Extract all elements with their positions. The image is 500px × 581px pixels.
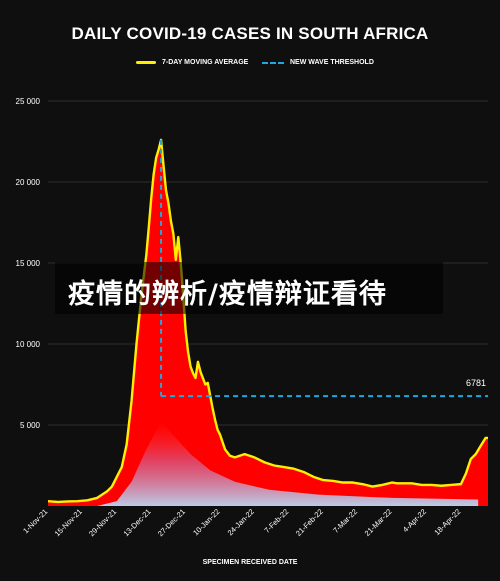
y-tick-label: 20 000	[16, 178, 41, 187]
x-tick-label: 10-Jan-22	[191, 507, 221, 537]
x-tick-label: 7-Mar-22	[331, 507, 359, 535]
overlay-banner	[55, 262, 443, 314]
area-glow	[97, 421, 479, 506]
x-tick-label: 18-Apr-22	[432, 507, 462, 537]
y-tick-label: 25 000	[16, 97, 41, 106]
y-tick-label: 15 000	[16, 259, 41, 268]
legend-item-moving-average: 7-DAY MOVING AVERAGE	[136, 59, 248, 66]
x-tick-label: 21-Feb-22	[294, 507, 325, 538]
x-tick-label: 29-Nov-21	[87, 507, 118, 538]
x-tick-label: 4-Apr-22	[401, 507, 428, 534]
x-tick-label: 13-Dec-21	[122, 507, 153, 538]
x-tick-label: 15-Nov-21	[53, 507, 84, 538]
legend-label-threshold: NEW WAVE THRESHOLD	[290, 59, 374, 66]
x-tick-label: 21-Mar-22	[363, 507, 394, 538]
x-tick-label: 1-Nov-21	[21, 507, 49, 535]
legend-swatch-dashed-line	[262, 61, 284, 64]
x-tick-label: 24-Jan-22	[226, 507, 256, 537]
legend: 7-DAY MOVING AVERAGE NEW WAVE THRESHOLD	[0, 59, 500, 73]
x-tick-label: 7-Feb-22	[262, 507, 290, 535]
legend-label-moving-average: 7-DAY MOVING AVERAGE	[162, 59, 249, 66]
overlay-text: 疫情的辨析/疫情辩证看待	[68, 279, 387, 310]
chart-title: DAILY COVID-19 CASES IN SOUTH AFRICA	[71, 24, 429, 43]
area-fill	[48, 139, 488, 506]
x-axis-title: SPECIMEN RECEIVED DATE	[202, 559, 298, 566]
y-tick-label: 10 000	[16, 340, 41, 349]
legend-item-threshold: NEW WAVE THRESHOLD	[262, 59, 374, 66]
legend-swatch-solid-line	[136, 61, 156, 64]
x-tick-label: 27-Dec-21	[156, 507, 187, 538]
threshold-value-label: 6781	[466, 378, 486, 388]
y-tick-label: 5 000	[20, 421, 41, 430]
moving-average-line	[47, 138, 488, 504]
